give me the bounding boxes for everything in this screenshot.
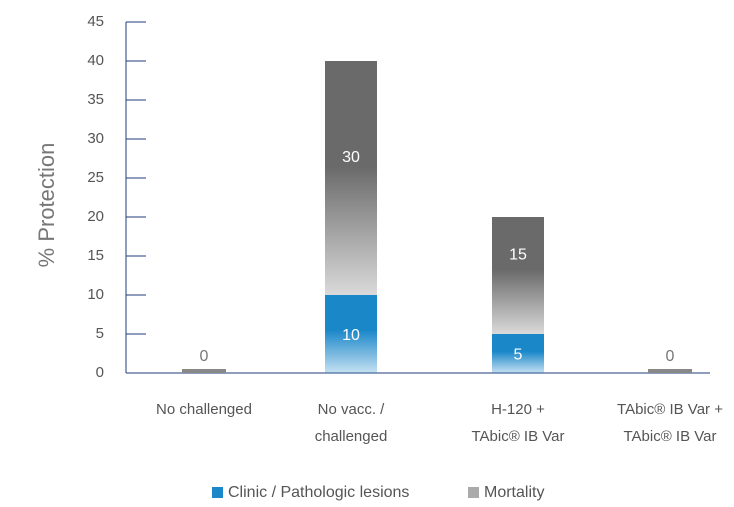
y-tick-label: 25: [87, 169, 104, 186]
x-tick-label: No challenged: [156, 401, 252, 418]
legend-swatch: [468, 487, 479, 498]
legend-swatch: [212, 487, 223, 498]
data-label: 15: [509, 247, 527, 264]
bar-segment: [648, 369, 692, 373]
data-label: 5: [514, 347, 523, 364]
y-tick-label: 35: [87, 91, 104, 108]
bar-segment: [325, 295, 377, 373]
bar-segment: [492, 334, 544, 373]
bar-segment: [325, 61, 377, 295]
data-label: 10: [342, 327, 360, 344]
y-tick-label: 5: [96, 325, 104, 342]
x-tick-label: TAbic® IB Var + TAbic® IB Var: [617, 401, 723, 445]
y-tick-label: 20: [87, 208, 104, 225]
legend-label: Mortality: [484, 484, 544, 501]
y-tick-label: 15: [87, 247, 104, 264]
legend-label: Clinic / Pathologic lesions: [228, 484, 409, 501]
bar-segment: [182, 369, 226, 373]
y-tick-label: 30: [87, 130, 104, 147]
bar-segment: [492, 217, 544, 334]
y-axis-label: % Protection: [34, 143, 59, 268]
y-tick-label: 40: [87, 52, 104, 69]
x-tick-label: No vacc. / challenged: [315, 401, 388, 445]
data-label: 0: [200, 348, 209, 365]
y-tick-label: 0: [96, 364, 104, 381]
data-label: 30: [342, 149, 360, 166]
y-tick-label: 10: [87, 286, 104, 303]
y-tick-label: 45: [87, 13, 104, 30]
data-label: 0: [666, 348, 675, 365]
x-tick-label: H-120 + TAbic® IB Var: [471, 401, 564, 445]
